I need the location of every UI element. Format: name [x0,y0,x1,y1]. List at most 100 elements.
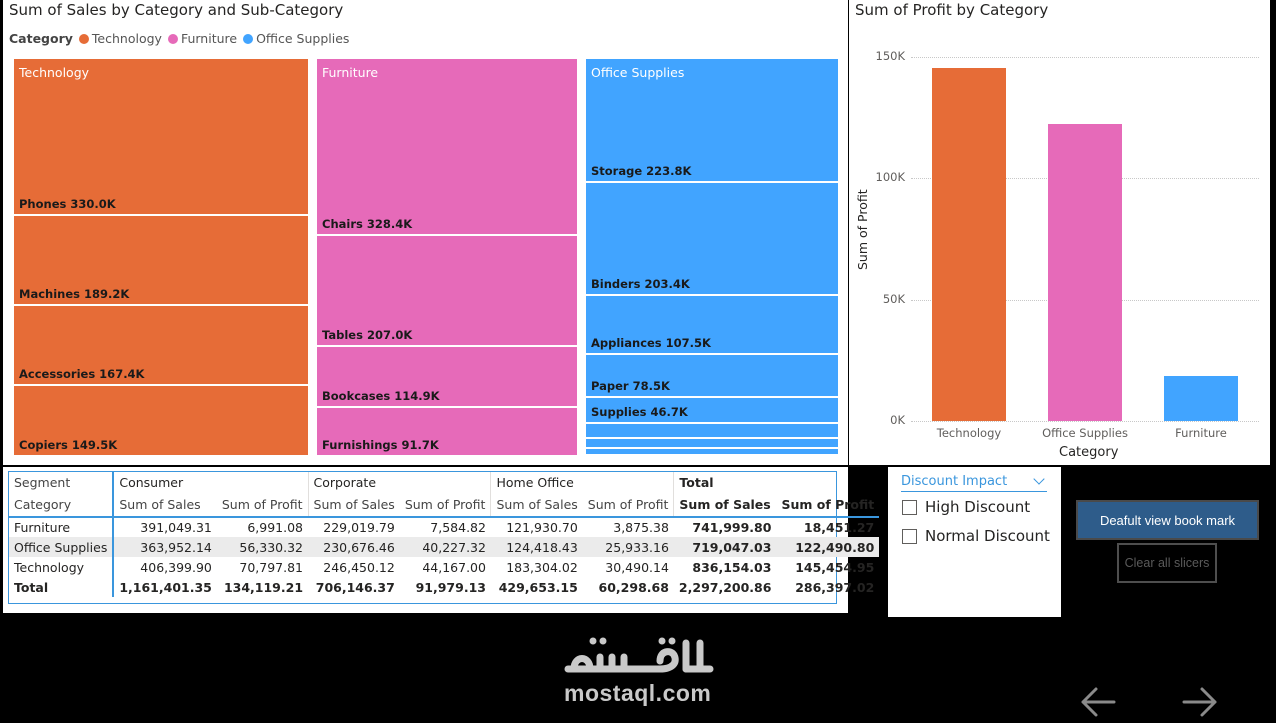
tile-label: Phones 330.0K [19,197,116,211]
slicer-title: Discount Impact [901,474,1008,489]
cell: 229,019.79 [323,520,395,535]
sales-profit-matrix[interactable]: Segment Consumer Corporate Home Office T… [3,467,880,613]
table-total-row: Total 1,161,401.35 134,119.21 706,146.37… [9,577,879,597]
measure-header[interactable]: Sum of Profit [776,492,880,518]
category-header: Category [9,492,115,518]
cell: 70,797.81 [239,559,304,575]
legend-label: Furniture [180,31,238,46]
bar-office-supplies[interactable] [1048,123,1122,421]
chevron-down-icon[interactable] [1033,473,1045,485]
treemap-tile-small[interactable] [586,424,838,437]
arrow-right-icon[interactable] [1182,686,1218,718]
cell: 25,933.16 [582,537,674,557]
measure-header[interactable]: Sum of Profit [399,492,491,518]
cell: 134,119.21 [223,579,304,595]
tile-label: Appliances 107.5K [591,336,711,350]
option-label: High Discount [925,498,1031,516]
bar-technology[interactable] [932,68,1006,421]
matrix-table: Segment Consumer Corporate Home Office T… [9,472,880,597]
treemap-visual[interactable]: Sum of Sales by Category and Sub-Categor… [3,0,848,465]
cell: 91,979.13 [415,579,486,595]
treemap-tile-supplies[interactable]: Supplies 46.7K [586,398,838,422]
checkbox-icon[interactable] [902,528,917,544]
cell: 30,490.14 [605,559,669,575]
cell: 145,454.95 [795,559,875,575]
table-row: Furniture 391,049.31 6,991.08 229,019.79… [9,517,879,537]
bar-furniture[interactable] [1164,376,1238,421]
treemap-tile-paper[interactable]: Paper 78.5K [586,355,838,396]
tile-label: Paper 78.5K [591,379,670,393]
treemap-category-technology: Technology [19,65,90,80]
measure-header[interactable]: Sum of Sales [113,492,217,518]
cell: 40,227.32 [399,537,491,557]
legend-item-furniture[interactable]: Furniture [167,31,238,46]
option-label: Normal Discount [925,527,1050,545]
row-label[interactable]: Office Supplies [9,537,115,557]
y-tick-label: 0K [890,413,905,427]
treemap-tile-binders[interactable]: Binders 203.4K [586,183,838,294]
cell: 719,047.03 [673,537,777,557]
measure-header[interactable]: Sum of Sales [490,492,583,518]
treemap-tile-appliances[interactable]: Appliances 107.5K [586,296,838,353]
treemap-tile-storage[interactable]: Storage 223.8K [586,59,838,181]
slicer-option-high-discount[interactable]: High Discount [902,498,1030,516]
row-label[interactable]: Technology [9,557,115,577]
x-tick-label: Office Supplies [1042,426,1128,440]
treemap-tile-furnishings[interactable]: Furnishings 91.7K [317,408,577,455]
cell: 1,161,401.35 [119,579,212,595]
x-tick-label: Technology [936,426,1002,440]
treemap-category-furniture: Furniture [322,65,379,80]
cell: 3,875.38 [613,520,669,535]
cell: 406,399.90 [140,559,212,575]
clear-slicers-button[interactable]: Clear all slicers [1117,543,1217,583]
tile-label: Copiers 149.5K [19,438,118,452]
gridline [911,421,1259,422]
treemap-tile-accessories[interactable]: Accessories 167.4K [14,306,308,384]
tile-label: Storage 223.8K [591,164,692,178]
treemap-legend: Category Technology Furniture Office Sup… [9,31,355,46]
treemap-tile-copiers[interactable]: Copiers 149.5K [14,386,308,455]
discount-impact-slicer[interactable]: Discount Impact High Discount Normal Dis… [888,467,1061,617]
slicer-header[interactable]: Discount Impact [901,472,1047,492]
cell: 741,999.80 [692,520,772,535]
legend-item-office-supplies[interactable]: Office Supplies [243,31,349,46]
cell: 6,991.08 [247,520,304,535]
measure-header[interactable]: Sum of Sales [673,492,777,518]
cell: 246,450.12 [323,559,395,575]
legend-label: Technology [91,31,162,46]
legend-dot-icon [167,33,178,44]
cell: 44,167.00 [422,559,486,575]
treemap-tile-phones[interactable]: Phones 330.0K [14,59,308,214]
row-label[interactable]: Furniture [9,517,115,537]
tile-label: Machines 189.2K [19,287,130,301]
measure-header[interactable]: Sum of Sales [307,492,400,518]
treemap-tile-small[interactable] [586,439,838,447]
segment-consumer[interactable]: Consumer [119,475,184,490]
treemap-tile-small[interactable] [586,449,838,454]
measure-header[interactable]: Sum of Profit [216,492,309,518]
watermark-text: mostaql.com [564,680,712,706]
tile-label: Binders 203.4K [591,277,690,291]
treemap-tile-chairs[interactable]: Chairs 328.4K [317,59,577,234]
cell: 391,049.31 [140,520,212,535]
segment-corporate[interactable]: Corporate [307,472,491,492]
tile-label: Furnishings 91.7K [322,438,439,452]
y-tick-label: 100K [875,170,906,185]
slicer-option-normal-discount[interactable]: Normal Discount [902,527,1050,545]
profit-bar-chart[interactable]: Sum of Profit by Category Sum of Profit … [849,0,1270,465]
legend-item-technology[interactable]: Technology [78,31,162,46]
treemap-tile-machines[interactable]: Machines 189.2K [14,216,308,304]
default-view-bookmark-button[interactable]: Deafult view book mark [1076,500,1259,540]
checkbox-icon[interactable] [902,499,917,515]
arrow-left-icon[interactable] [1080,686,1116,718]
legend-label: Office Supplies [256,31,350,46]
cell: 286,397.02 [795,579,875,595]
cell: 230,676.46 [308,537,400,557]
cell: 836,154.03 [692,559,772,575]
treemap-tile-bookcases[interactable]: Bookcases 114.9K [317,347,577,406]
cell: 363,952.14 [113,537,217,557]
treemap-tile-tables[interactable]: Tables 207.0K [317,236,577,345]
segment-home-office[interactable]: Home Office [490,472,674,492]
cell: 183,304.02 [506,559,578,575]
measure-header[interactable]: Sum of Profit [582,492,674,518]
